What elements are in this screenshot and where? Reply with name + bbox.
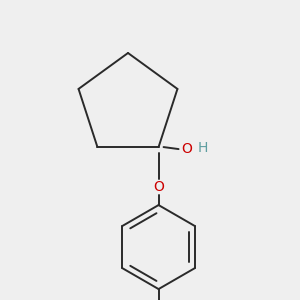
- Text: H: H: [197, 141, 208, 155]
- Text: O: O: [153, 180, 164, 194]
- Text: O: O: [181, 142, 192, 156]
